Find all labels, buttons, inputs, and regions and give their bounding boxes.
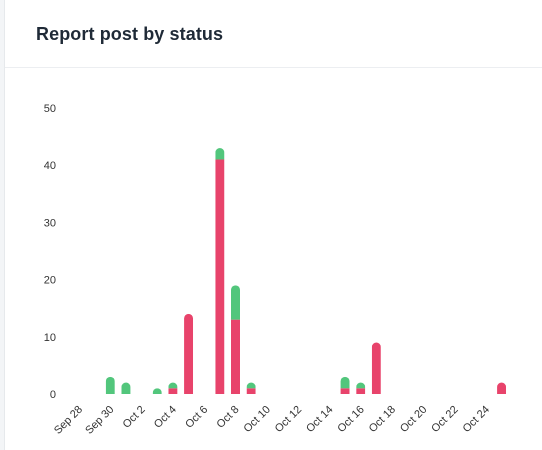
- bar-stack[interactable]: [371, 342, 381, 394]
- x-tick-label: Oct 22: [429, 404, 460, 435]
- x-tick-label: Oct 4: [152, 404, 179, 431]
- bars: [105, 148, 507, 394]
- bar-stack[interactable]: [356, 382, 366, 394]
- bar-stack[interactable]: [231, 285, 240, 394]
- bar-segment-red[interactable]: [184, 313, 194, 394]
- bar-stack[interactable]: [121, 382, 131, 394]
- x-tick-label: Sep 28: [52, 404, 85, 437]
- x-tick-label: Oct 16: [335, 404, 366, 435]
- bar-segment-red[interactable]: [231, 319, 240, 394]
- x-tick-label: Oct 12: [273, 404, 304, 435]
- y-tick-label: 50: [44, 103, 56, 115]
- bar-stack[interactable]: [168, 382, 178, 394]
- report-card: Report post by status: [4, 0, 542, 450]
- x-tick-label: Oct 2: [121, 404, 148, 431]
- bar-stack[interactable]: [215, 148, 225, 394]
- bar-segment-green[interactable]: [246, 382, 256, 389]
- bar-segment-green[interactable]: [356, 382, 366, 389]
- card-title: Report post by status: [36, 24, 224, 44]
- y-tick-label: 40: [44, 160, 56, 172]
- bar-segment-green[interactable]: [231, 285, 240, 320]
- x-tick-label: Sep 30: [83, 404, 116, 437]
- bar-segment-green[interactable]: [168, 382, 178, 389]
- bar-stack[interactable]: [184, 313, 194, 394]
- bar-stack[interactable]: [105, 376, 115, 394]
- x-tick-label: Oct 10: [242, 404, 273, 435]
- y-tick-label: 0: [50, 389, 56, 401]
- bar-segment-green[interactable]: [105, 376, 115, 394]
- y-tick-label: 20: [44, 275, 56, 287]
- y-tick-label: 10: [44, 332, 56, 344]
- x-tick-label: Oct 14: [304, 404, 335, 435]
- card-header: Report post by status: [5, 0, 542, 68]
- bar-segment-green[interactable]: [121, 382, 131, 394]
- x-tick-label: Oct 18: [367, 404, 398, 435]
- bar-segment-green[interactable]: [340, 376, 350, 389]
- bar-segment-red[interactable]: [246, 388, 256, 394]
- bar-stack[interactable]: [340, 376, 350, 394]
- bar-segment-red[interactable]: [497, 382, 507, 394]
- x-tick-label: Oct 8: [215, 404, 242, 431]
- y-axis: 0 10 20 30 40 50: [44, 103, 56, 401]
- bar-stack[interactable]: [246, 382, 256, 394]
- bar-stack[interactable]: [152, 388, 162, 394]
- bar-segment-red[interactable]: [168, 388, 178, 394]
- bar-segment-red[interactable]: [340, 388, 350, 394]
- y-tick-label: 30: [44, 217, 56, 229]
- bar-segment-red[interactable]: [356, 388, 366, 394]
- bar-segment-green[interactable]: [215, 148, 225, 160]
- bar-stack[interactable]: [497, 382, 507, 394]
- bar-segment-green[interactable]: [152, 388, 162, 394]
- bar-segment-red[interactable]: [215, 159, 225, 394]
- x-tick-label: Oct 24: [461, 404, 492, 435]
- bar-segment-red[interactable]: [371, 342, 381, 394]
- x-tick-label: Oct 20: [398, 404, 429, 435]
- x-tick-label: Oct 6: [183, 404, 210, 431]
